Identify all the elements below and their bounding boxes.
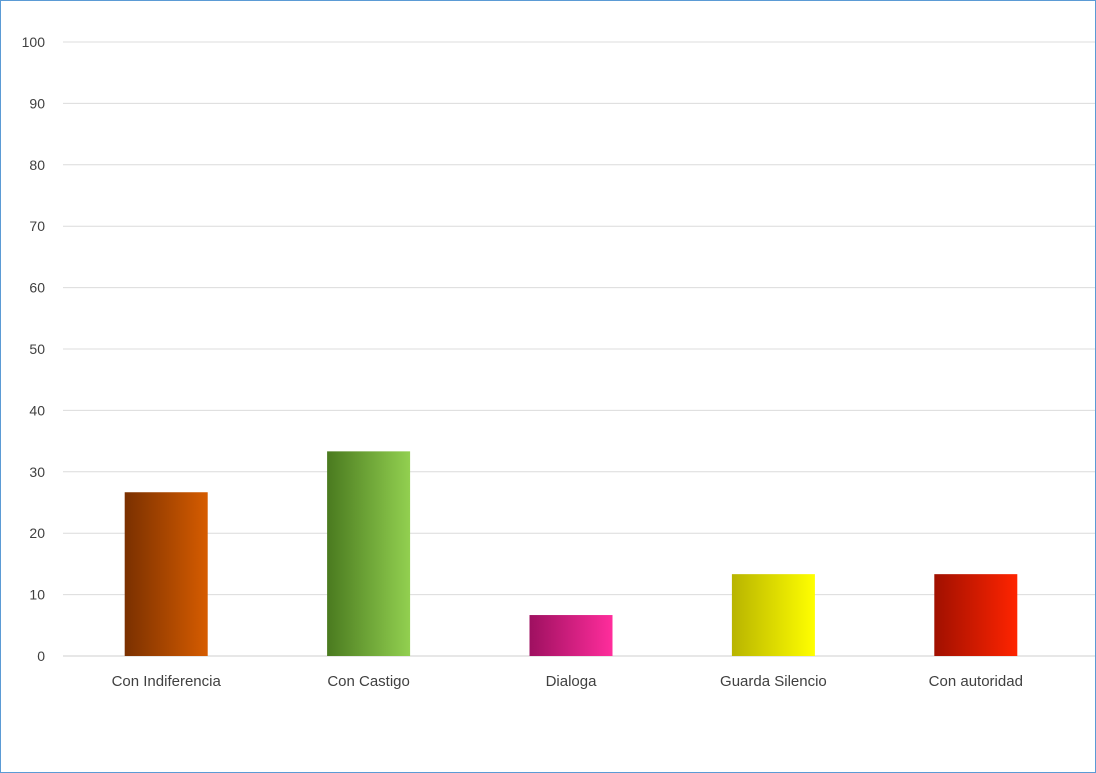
y-tick-label: 70 xyxy=(29,218,45,234)
y-tick-label: 50 xyxy=(29,341,45,357)
y-axis-ticks: 0 10 20 30 40 50 60 70 80 90 100 xyxy=(22,34,46,664)
y-tick-label: 90 xyxy=(29,95,45,111)
y-tick-label: 10 xyxy=(29,587,45,603)
bars xyxy=(124,451,1018,656)
bar-con-autoridad xyxy=(934,574,1018,656)
x-category-label: Dialoga xyxy=(546,673,598,690)
y-tick-label: 20 xyxy=(29,525,45,541)
y-tick-label: 60 xyxy=(29,280,45,296)
x-category-label: Con autoridad xyxy=(929,673,1023,690)
y-tick-label: 0 xyxy=(37,648,45,664)
y-tick-label: 40 xyxy=(29,402,45,418)
x-axis-labels: Con Indiferencia Con Castigo Dialoga Guarda… xyxy=(112,673,1023,690)
y-tick-label: 30 xyxy=(29,464,45,480)
gridlines xyxy=(63,41,1095,657)
x-category-label: Con Indiferencia xyxy=(112,673,222,690)
y-tick-label: 80 xyxy=(29,157,45,173)
bar-con-castigo xyxy=(327,451,411,656)
y-tick-label: 100 xyxy=(22,34,46,50)
bar-con-indiferencia xyxy=(124,492,208,656)
bar-guarda-silencio xyxy=(731,574,815,656)
bar-dialoga xyxy=(529,615,613,656)
x-category-label: Con Castigo xyxy=(327,673,410,690)
x-category-label: Guarda Silencio xyxy=(720,673,827,690)
